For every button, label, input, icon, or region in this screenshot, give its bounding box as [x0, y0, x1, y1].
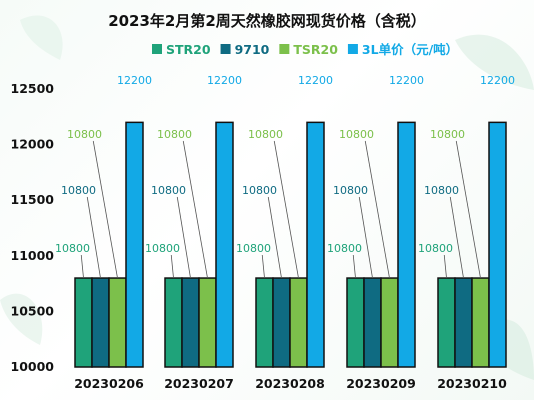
leader-line-0-2	[92, 140, 118, 279]
bar-0-3	[125, 121, 144, 368]
category-label-0: 20230206	[74, 376, 144, 391]
y-tick-label-5: 12500	[11, 81, 55, 96]
data-label-2-3: 12200	[298, 74, 333, 87]
data-label-4-0: 10800	[418, 242, 453, 255]
bar-3-2	[380, 277, 399, 368]
bar-4-0	[437, 277, 456, 368]
data-label-3-1: 10800	[333, 184, 368, 197]
bar-2-2	[289, 277, 308, 368]
data-label-4-3: 12200	[480, 74, 515, 87]
legend-label-1: 9710	[235, 42, 270, 57]
data-label-3-2: 10800	[339, 128, 374, 141]
leader-line-3-1	[358, 196, 373, 279]
leader-line-4-1	[449, 196, 464, 279]
legend-label-2: TSR20	[293, 42, 338, 57]
leader-line-2-2	[273, 140, 299, 279]
data-label-2-0: 10800	[236, 242, 271, 255]
bar-1-1	[181, 277, 200, 368]
y-tick-label-1: 10500	[11, 303, 55, 318]
data-label-1-0: 10800	[145, 242, 180, 255]
leader-line-1-1	[176, 196, 191, 279]
category-label-1: 20230207	[164, 376, 234, 391]
legend-swatch-1	[220, 44, 231, 54]
data-label-1-2: 10800	[157, 128, 192, 141]
data-label-4-1: 10800	[424, 184, 459, 197]
bar-4-3	[488, 121, 507, 368]
data-label-0-3: 12200	[117, 74, 152, 87]
data-label-0-0: 10800	[55, 242, 90, 255]
bar-4-1	[454, 277, 473, 368]
legend-label-0: STR20	[166, 42, 211, 57]
y-tick-label-2: 11000	[11, 248, 55, 263]
category-label-2: 20230208	[255, 376, 325, 391]
leader-line-1-0	[170, 254, 174, 279]
category-label-4: 20230210	[437, 376, 507, 391]
legend-label-3: 3L单价（元/吨）	[362, 42, 458, 57]
data-labels: 10800 10800 10800 12200 10800 10800 10800 12200…	[55, 74, 515, 255]
leader-line-4-0	[443, 254, 447, 279]
data-label-0-1: 10800	[61, 184, 96, 197]
y-tick-label-4: 12000	[11, 137, 55, 152]
y-axis: 10000 10500 11000 11500 12000 12500	[11, 81, 55, 374]
leader-line-1-2	[182, 140, 208, 279]
data-label-2-2: 10800	[248, 128, 283, 141]
category-label-3: 20230209	[346, 376, 416, 391]
background-leaves	[0, 15, 534, 380]
legend: STR20 9710 TSR20 3L单价（元/吨）	[152, 42, 458, 57]
leader-line-4-2	[455, 140, 481, 279]
leader-line-0-1	[86, 196, 101, 279]
leader-line-3-2	[364, 140, 390, 279]
data-label-2-1: 10800	[242, 184, 277, 197]
bar-2-1	[272, 277, 291, 368]
leader-line-3-0	[352, 254, 356, 279]
leader-line-2-1	[267, 196, 282, 279]
bar-0-0	[74, 277, 93, 368]
bar-2-3	[306, 121, 325, 368]
leader-line-0-0	[80, 254, 84, 279]
data-label-3-3: 12200	[389, 74, 424, 87]
category-axis: 20230206 20230207 20230208 20230209 20230210	[74, 376, 507, 391]
bar-4-2	[471, 277, 490, 368]
y-tick-label-0: 10000	[11, 359, 55, 374]
bar-3-1	[363, 277, 382, 368]
data-label-3-0: 10800	[327, 242, 362, 255]
y-tick-label-3: 11500	[11, 192, 55, 207]
data-label-1-1: 10800	[151, 184, 186, 197]
legend-swatch-0	[152, 44, 162, 54]
leader-line-2-0	[261, 254, 265, 279]
bar-1-3	[215, 121, 234, 368]
bar-0-1	[91, 277, 110, 368]
bar-3-0	[346, 277, 365, 368]
bar-1-2	[198, 277, 217, 368]
chart-title: 2023年2月第2周天然橡胶网现货价格（含税）	[108, 12, 426, 30]
legend-swatch-2	[279, 44, 290, 54]
data-label-1-3: 12200	[207, 74, 242, 87]
bar-1-0	[164, 277, 183, 368]
legend-swatch-3	[347, 44, 358, 54]
data-label-4-2: 10800	[430, 128, 465, 141]
bar-2-0	[255, 277, 274, 368]
bars	[74, 121, 507, 368]
bar-3-3	[397, 121, 416, 368]
data-label-0-2: 10800	[67, 128, 102, 141]
leader-lines	[80, 140, 481, 279]
bar-0-2	[108, 277, 127, 368]
